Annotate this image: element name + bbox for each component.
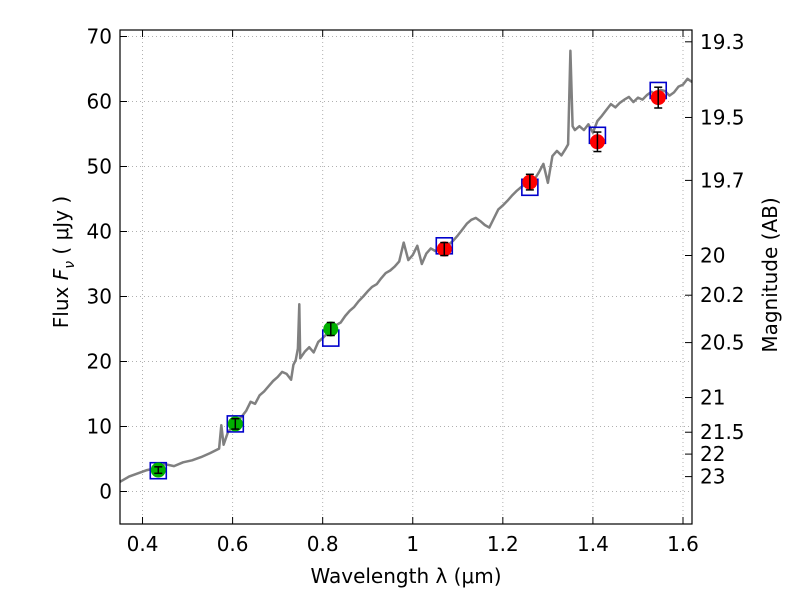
y-axis-label-subscript: ν: [62, 261, 78, 269]
mag-tick-label: 19.5: [700, 105, 745, 129]
grid: [120, 30, 692, 524]
right-axis-label: Magnitude (AB): [758, 197, 782, 352]
observed-point: [227, 416, 243, 432]
x-tick-label: 1.6: [667, 532, 699, 556]
y-axis-label-symbol: F: [49, 268, 73, 280]
mag-tick-label: 22: [700, 442, 725, 466]
mag-tick-label: 21.5: [700, 420, 745, 444]
ticks: 0.4 0.6 0.8 1 1.2 1.4 1.6 0 10 20 30 40 50 60 70 19.3 19…: [87, 25, 745, 557]
x-tick-label: 1: [406, 532, 419, 556]
y-tick-label: 30: [87, 285, 112, 309]
model-box: [226, 415, 245, 433]
y-tick-label: 50: [87, 155, 112, 179]
y-axis-label: Flux Fν ( μJy ): [49, 196, 78, 328]
model-box-layer: [149, 81, 668, 480]
mag-tick-label: 20.2: [700, 283, 745, 307]
x-tick-label: 0.8: [307, 532, 339, 556]
spectrum-line: [119, 49, 693, 483]
observed-point-layer: [150, 86, 666, 478]
mag-tick-label: 19.3: [700, 30, 745, 54]
x-axis-label: Wavelength λ (μm): [310, 564, 501, 588]
x-tick-label: 0.4: [127, 532, 159, 556]
x-tick-label: 1.4: [577, 532, 609, 556]
x-tick-label: 1.2: [487, 532, 519, 556]
y-tick-label: 10: [87, 415, 112, 439]
observed-point: [323, 321, 339, 337]
plot-frame: [119, 29, 693, 525]
x-tick-label: 0.6: [217, 532, 249, 556]
observed-point: [589, 131, 605, 153]
observed-point: [436, 241, 452, 257]
spectrum-layer: [119, 49, 693, 483]
y-axis-label-post: ( μJy ): [49, 196, 73, 261]
mag-tick-label: 20: [700, 243, 725, 267]
observed-point: [150, 462, 166, 478]
y-axis-label-pre: Flux: [49, 280, 73, 328]
observed-point: [650, 86, 666, 109]
observed-point: [522, 173, 538, 191]
y-tick-label: 40: [87, 220, 112, 244]
y-tick-label: 20: [87, 350, 112, 374]
mag-tick-label: 23: [700, 465, 725, 489]
mag-tick-label: 19.7: [700, 168, 745, 192]
y-tick-label: 70: [87, 25, 112, 49]
mag-tick-label: 20.5: [700, 331, 745, 355]
y-tick-label: 60: [87, 90, 112, 114]
mag-tick-label: 21: [700, 386, 725, 410]
y-tick-label: 0: [99, 480, 112, 504]
